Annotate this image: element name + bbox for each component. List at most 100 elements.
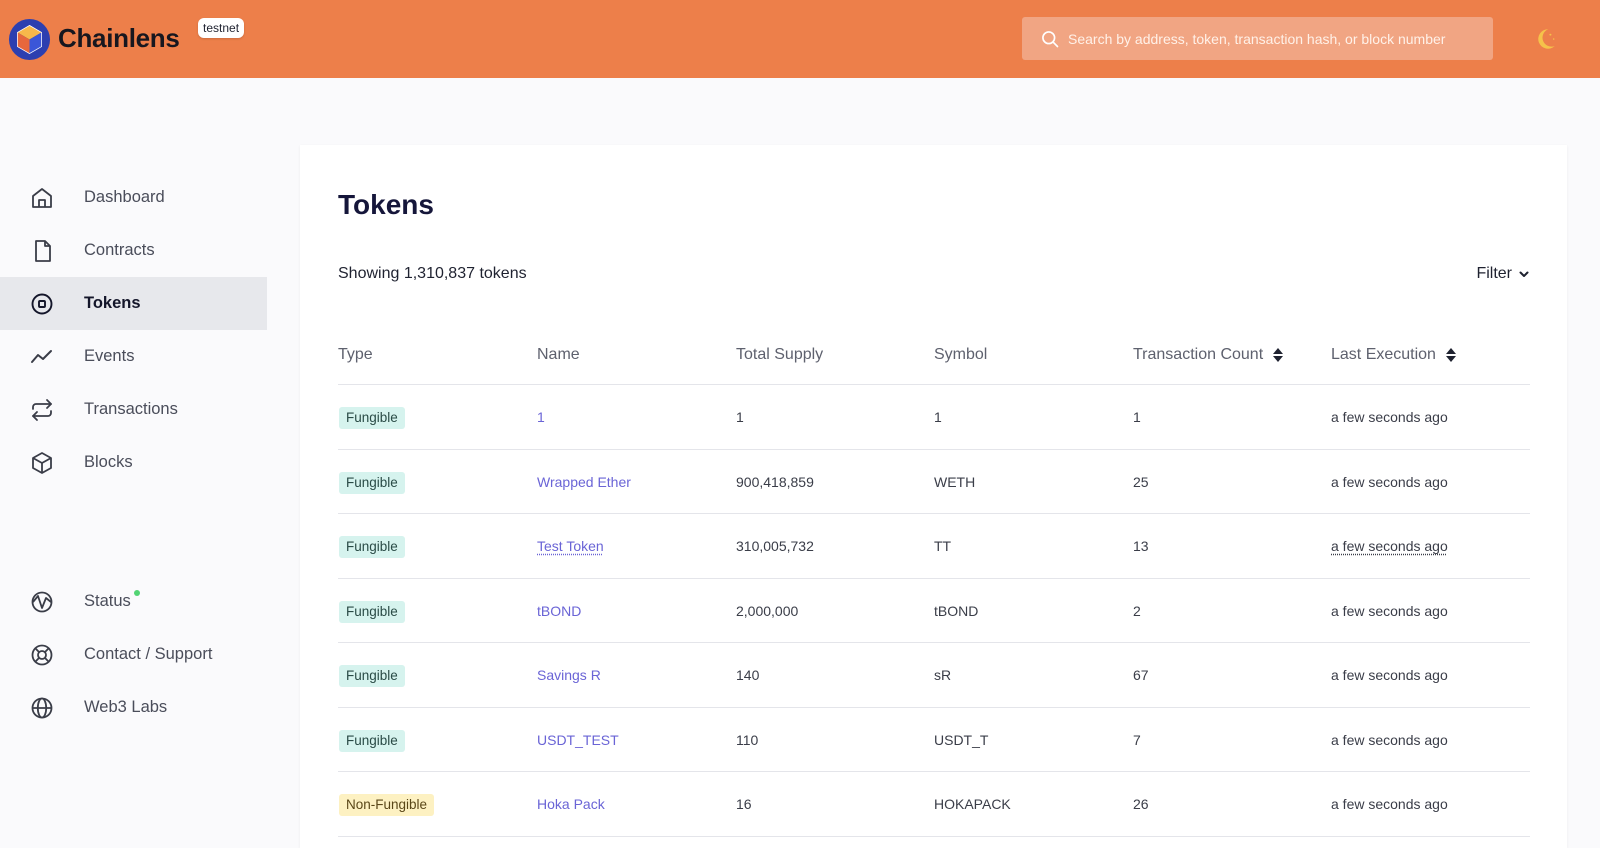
repeat-icon: [32, 399, 52, 421]
symbol-cell: WETH: [934, 473, 976, 490]
cube-icon: [32, 452, 52, 474]
symbol-cell: tBOND: [934, 602, 979, 619]
transaction-count-cell: 26: [1133, 796, 1149, 812]
last-execution-cell: a few seconds ago: [1331, 667, 1448, 683]
type-badge: Fungible: [339, 471, 405, 494]
type-badge: Fungible: [339, 665, 405, 687]
token-name-link[interactable]: Hoka Pack: [537, 796, 605, 812]
transaction-count-cell: 25: [1133, 473, 1149, 490]
home-icon: [32, 188, 52, 208]
search-icon: [1042, 31, 1059, 48]
table-row: Fungible Savings R 140 sR 67 a few secon…: [338, 643, 1530, 708]
symbol-cell: 1: [934, 409, 942, 425]
transaction-count-cell: 67: [1133, 667, 1149, 683]
column-header-total-supply: Total Supply: [736, 346, 824, 363]
sidebar-item-status[interactable]: Status: [0, 575, 267, 628]
table-row: Fungible Test Token 310,005,732 TT 13 a …: [338, 514, 1530, 579]
sidebar-item-label: Transactions: [84, 400, 178, 418]
token-icon: [31, 293, 53, 315]
column-header-transaction-count[interactable]: Transaction Count: [1133, 325, 1284, 385]
column-header-symbol: Symbol: [934, 346, 988, 363]
last-execution-cell: a few seconds ago: [1331, 473, 1448, 490]
symbol-cell: sR: [934, 667, 952, 683]
sidebar-item-label: Dashboard: [84, 188, 165, 206]
type-badge: Fungible: [339, 729, 405, 752]
tokens-table: Type Name Total Supply Symbol Transactio…: [338, 325, 1530, 837]
sidebar-item-label: Contact / Support: [84, 645, 213, 663]
last-execution-cell: a few seconds ago: [1331, 409, 1448, 425]
sort-icon[interactable]: [1273, 348, 1284, 362]
page-title: Tokens: [338, 189, 434, 220]
sidebar-item-label: Web3 Labs: [84, 698, 168, 716]
search-input[interactable]: [1068, 17, 1483, 60]
symbol-cell: HOKAPACK: [934, 796, 1011, 812]
transaction-count-cell: 13: [1133, 538, 1149, 554]
top-header: Chainlens testnet: [0, 0, 1600, 78]
sort-icon[interactable]: [1445, 348, 1456, 362]
table-header: Type Name Total Supply Symbol Transactio…: [338, 325, 1530, 385]
type-badge: Fungible: [339, 407, 405, 429]
token-name-link[interactable]: Wrapped Ether: [537, 473, 631, 490]
chainlens-logo-icon[interactable]: [8, 18, 51, 61]
symbol-cell: USDT_T: [934, 731, 989, 748]
last-execution-cell[interactable]: a few seconds ago: [1331, 538, 1448, 554]
total-supply-cell: 2,000,000: [736, 602, 799, 619]
moon-icon[interactable]: [1532, 26, 1558, 52]
sidebar-item-dashboard[interactable]: Dashboard: [0, 171, 267, 224]
transaction-count-cell: 7: [1133, 731, 1141, 748]
sidebar-item-label: Contracts: [84, 241, 155, 259]
table-row: Fungible 1 1 1 1 a few seconds ago: [338, 385, 1530, 450]
token-name-link[interactable]: USDT_TEST: [537, 731, 619, 748]
search-bar[interactable]: [1022, 17, 1493, 60]
sidebar-item-label: Tokens: [84, 294, 141, 312]
sidebar-item-label: Status: [84, 592, 131, 610]
filter-label: Filter: [1476, 265, 1512, 282]
chevron-down-icon: [1519, 271, 1529, 277]
token-name-link[interactable]: Savings R: [537, 667, 601, 683]
total-supply-cell: 16: [736, 796, 752, 812]
pulse-icon: [31, 591, 53, 613]
sidebar-item-transactions[interactable]: Transactions: [0, 383, 267, 436]
type-badge: Fungible: [339, 600, 405, 623]
last-execution-cell: a few seconds ago: [1331, 796, 1448, 812]
last-execution-cell: a few seconds ago: [1331, 602, 1448, 619]
sidebar-item-tokens[interactable]: Tokens: [0, 277, 267, 330]
tokens-card: Tokens Showing 1,310,837 tokens Filter T…: [300, 145, 1567, 848]
last-execution-cell: a few seconds ago: [1331, 731, 1448, 748]
sidebar-item-contact-support[interactable]: Contact / Support: [0, 628, 267, 681]
column-header-type: Type: [338, 346, 373, 363]
filter-button[interactable]: Filter: [1476, 261, 1530, 287]
table-row: Fungible Wrapped Ether 900,418,859 WETH …: [338, 450, 1530, 514]
sidebar-item-label: Events: [84, 347, 135, 365]
token-count-text: Showing 1,310,837 tokens: [338, 265, 527, 282]
transaction-count-cell: 1: [1133, 409, 1141, 425]
table-row: Fungible tBOND 2,000,000 tBOND 2 a few s…: [338, 579, 1530, 643]
token-name-link[interactable]: 1: [537, 409, 545, 425]
type-badge: Fungible: [339, 536, 405, 558]
sidebar-item-blocks[interactable]: Blocks: [0, 436, 267, 489]
sidebar-item-events[interactable]: Events: [0, 330, 267, 383]
symbol-cell: TT: [934, 538, 952, 554]
column-header-last-execution[interactable]: Last Execution: [1331, 325, 1456, 385]
activity-icon: [31, 350, 52, 363]
file-icon: [35, 240, 51, 262]
table-row: Fungible USDT_TEST 110 USDT_T 7 a few se…: [338, 708, 1530, 772]
brand-name[interactable]: Chainlens: [58, 23, 180, 53]
token-name-link[interactable]: Test Token: [537, 538, 604, 554]
total-supply-cell: 110: [736, 731, 759, 748]
total-supply-cell: 900,418,859: [736, 473, 814, 490]
lifebuoy-icon: [31, 644, 53, 666]
table-row: Non-Fungible Hoka Pack 16 HOKAPACK 26 a …: [338, 772, 1530, 837]
type-badge: Non-Fungible: [339, 794, 435, 816]
total-supply-cell: 1: [736, 409, 744, 425]
sidebar: Dashboard Contracts Tokens Events Transa…: [0, 78, 267, 848]
total-supply-cell: 310,005,732: [736, 538, 814, 554]
sidebar-item-contracts[interactable]: Contracts: [0, 224, 267, 277]
token-name-link[interactable]: tBOND: [537, 602, 582, 619]
status-indicator-dot: [134, 590, 140, 596]
total-supply-cell: 140: [736, 667, 760, 683]
globe-icon: [31, 697, 53, 719]
transaction-count-cell: 2: [1133, 602, 1141, 619]
network-badge: testnet: [198, 18, 245, 38]
sidebar-item-web3-labs[interactable]: Web3 Labs: [0, 681, 267, 734]
